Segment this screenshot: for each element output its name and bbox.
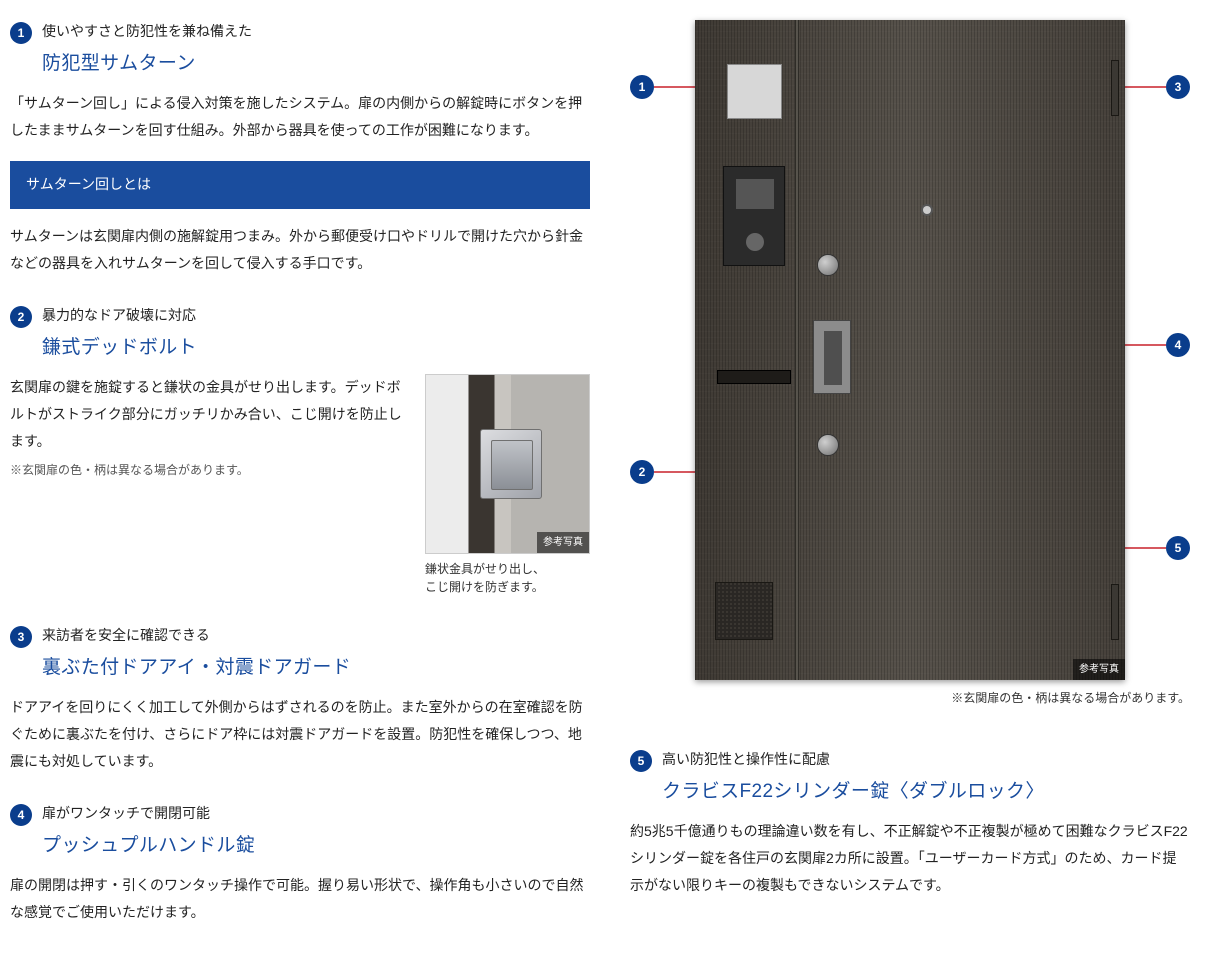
- feature-2-image-tag: 参考写真: [537, 532, 589, 553]
- door-mailslot-icon: [717, 370, 791, 384]
- feature-2-title: 鎌式デッドボルト: [42, 332, 197, 364]
- feature-3-head: 3 来訪者を安全に確認できる 裏ぶた付ドアアイ・対震ドアガード: [10, 624, 590, 684]
- feature-2-titles: 暴力的なドア破壊に対応 鎌式デッドボルト: [42, 304, 197, 364]
- feature-2-image-wrap: 参考写真 鎌状金具がせり出し、 こじ開けを防ぎます。: [425, 374, 590, 596]
- feature-1-titles: 使いやすさと防犯性を兼ね備えた 防犯型サムターン: [42, 20, 252, 80]
- door-image: 参考写真: [695, 20, 1125, 680]
- feature-4: 4 扉がワンタッチで開閉可能 プッシュプルハンドル錠 扉の開閉は押す・引くのワン…: [10, 802, 590, 925]
- feature-2-image: 参考写真: [425, 374, 590, 554]
- feature-2-body: 玄関扉の鍵を施錠すると鎌状の金具がせり出します。デッドボルトがストライク部分にガ…: [10, 374, 407, 454]
- feature-2-caption: 鎌状金具がせり出し、 こじ開けを防ぎます。: [425, 560, 590, 596]
- door-hinge-lower-icon: [1111, 584, 1119, 640]
- feature-5-badge: 5: [630, 750, 652, 772]
- feature-3-title: 裏ぶた付ドアアイ・対震ドアガード: [42, 652, 351, 684]
- door-hinge-upper-icon: [1111, 60, 1119, 116]
- feature-2: 2 暴力的なドア破壊に対応 鎌式デッドボルト 玄関扉の鍵を施錠すると鎌状の金具が…: [10, 304, 590, 596]
- feature-4-intro: 扉がワンタッチで開閉可能: [42, 802, 255, 826]
- feature-5: 5 高い防犯性と操作性に配慮 クラビスF22シリンダー錠〈ダブルロック〉 約5兆…: [630, 748, 1190, 898]
- door-peephole-icon: [923, 206, 931, 214]
- door-callout-5-badge: 5: [1166, 536, 1190, 560]
- feature-5-body: 約5兆5千億通りもの理論違い数を有し、不正解錠や不正複製が極めて困難なクラビスF…: [630, 818, 1190, 898]
- feature-1-intro: 使いやすさと防犯性を兼ね備えた: [42, 20, 252, 44]
- feature-3-badge: 3: [10, 626, 32, 648]
- feature-5-titles: 高い防犯性と操作性に配慮 クラビスF22シリンダー錠〈ダブルロック〉: [662, 748, 1045, 808]
- feature-2-intro: 暴力的なドア破壊に対応: [42, 304, 197, 328]
- feature-4-body: 扉の開閉は押す・引くのワンタッチ操作で可能。握り易い形状で、操作角も小さいので自…: [10, 872, 590, 925]
- door-numberplate-icon: [727, 64, 782, 119]
- door-split-line: [795, 20, 799, 680]
- feature-5-title: クラビスF22シリンダー錠〈ダブルロック〉: [662, 776, 1045, 808]
- feature-3-intro: 来訪者を安全に確認できる: [42, 624, 351, 648]
- feature-5-head: 5 高い防犯性と操作性に配慮 クラビスF22シリンダー錠〈ダブルロック〉: [630, 748, 1190, 808]
- right-column: 1 2 3 4 5 参考写真 ※玄関扉の色・柄は異なる場合があります。: [630, 20, 1190, 954]
- feature-1-head: 1 使いやすさと防犯性を兼ね備えた 防犯型サムターン: [10, 20, 590, 80]
- feature-1-title: 防犯型サムターン: [42, 48, 252, 80]
- door-callout-2-badge: 2: [630, 460, 654, 484]
- feature-2-text: 玄関扉の鍵を施錠すると鎌状の金具がせり出します。デッドボルトがストライク部分にガ…: [10, 374, 407, 480]
- feature-4-title: プッシュプルハンドル錠: [42, 830, 255, 862]
- door-callout-4-badge: 4: [1166, 333, 1190, 357]
- door-handle-icon: [813, 320, 851, 394]
- feature-2-head: 2 暴力的なドア破壊に対応 鎌式デッドボルト: [10, 304, 590, 364]
- door-knob-upper-icon: [817, 254, 839, 276]
- door-callout-1-badge: 1: [630, 75, 654, 99]
- feature-5-intro: 高い防犯性と操作性に配慮: [662, 748, 1045, 772]
- door-intercom-icon: [723, 166, 785, 266]
- feature-3: 3 来訪者を安全に確認できる 裏ぶた付ドアアイ・対震ドアガード ドアアイを回りに…: [10, 624, 590, 774]
- feature-4-head: 4 扉がワンタッチで開閉可能 プッシュプルハンドル錠: [10, 802, 590, 862]
- feature-1-subbox-title: サムターン回しとは: [10, 161, 590, 209]
- feature-2-row: 玄関扉の鍵を施錠すると鎌状の金具がせり出します。デッドボルトがストライク部分にガ…: [10, 374, 590, 596]
- page: 1 使いやすさと防犯性を兼ね備えた 防犯型サムターン 「サムターン回し」による侵…: [10, 20, 1201, 954]
- deadbolt-icon: [480, 429, 542, 499]
- feature-1: 1 使いやすさと防犯性を兼ね備えた 防犯型サムターン 「サムターン回し」による侵…: [10, 20, 590, 276]
- feature-1-body: 「サムターン回し」による侵入対策を施したシステム。扉の内側からの解錠時にボタンを…: [10, 90, 590, 143]
- door-callout-3-badge: 3: [1166, 75, 1190, 99]
- door-image-tag: 参考写真: [1073, 659, 1125, 680]
- feature-2-note: ※玄関扉の色・柄は異なる場合があります。: [10, 460, 407, 480]
- left-column: 1 使いやすさと防犯性を兼ね備えた 防犯型サムターン 「サムターン回し」による侵…: [10, 20, 590, 954]
- feature-4-titles: 扉がワンタッチで開閉可能 プッシュプルハンドル錠: [42, 802, 255, 862]
- feature-4-badge: 4: [10, 804, 32, 826]
- door-diagram: 1 2 3 4 5 参考写真 ※玄関扉の色・柄は異なる場合があります。: [630, 20, 1190, 708]
- door-note: ※玄関扉の色・柄は異なる場合があります。: [630, 688, 1190, 708]
- door-knob-lower-icon: [817, 434, 839, 456]
- feature-3-titles: 来訪者を安全に確認できる 裏ぶた付ドアアイ・対震ドアガード: [42, 624, 351, 684]
- feature-1-badge: 1: [10, 22, 32, 44]
- feature-2-badge: 2: [10, 306, 32, 328]
- feature-1-subbox-body: サムターンは玄関扉内側の施解錠用つまみ。外から郵便受け口やドリルで開けた穴から針…: [10, 223, 590, 276]
- door-vent-icon: [715, 582, 773, 640]
- feature-3-body: ドアアイを回りにくく加工して外側からはずされるのを防止。また室外からの在室確認を…: [10, 694, 590, 774]
